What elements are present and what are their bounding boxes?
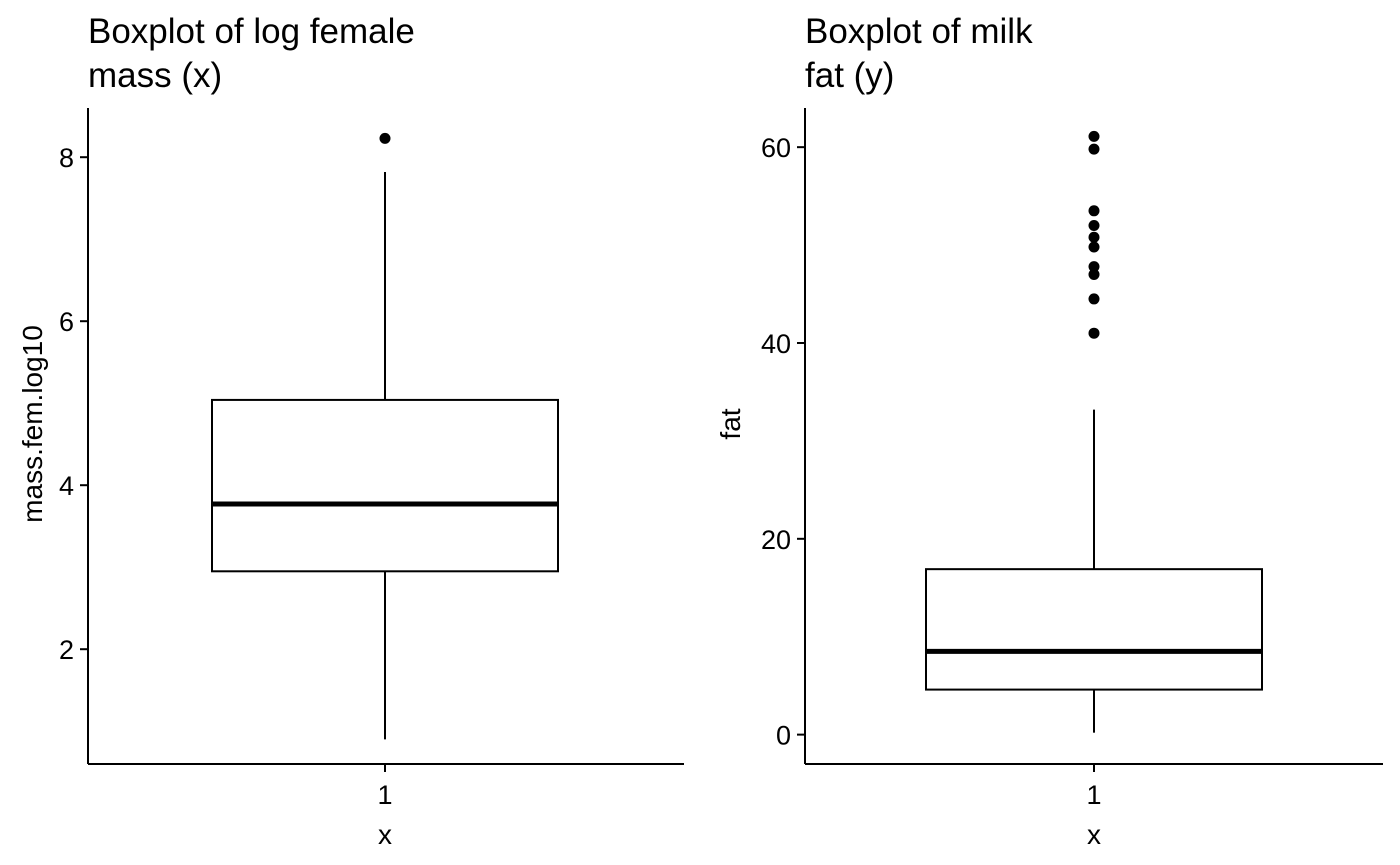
- outlier-point: [1088, 261, 1100, 273]
- outlier-point: [1088, 241, 1100, 253]
- x-axis-label: x: [1087, 819, 1101, 850]
- chart-title-line: Boxplot of log female: [88, 12, 415, 51]
- y-axis-label: mass.fem.log10: [17, 325, 48, 523]
- outlier-point: [1088, 219, 1100, 231]
- x-axis-label: x: [378, 819, 392, 850]
- chart-panel-2: Boxplot of milk fat (y) 0 20 40 60 1 x fat: [715, 12, 1383, 850]
- x-tick-label: 1: [377, 780, 392, 810]
- y-axis-label: fat: [715, 408, 746, 439]
- y-tick-label: 40: [761, 329, 791, 359]
- outlier-point: [1088, 130, 1100, 142]
- iqr-box: [925, 568, 1263, 691]
- chart-title-line: Boxplot of milk: [805, 12, 1033, 51]
- outlier-point: [1088, 268, 1100, 280]
- chart-title-line: fat (y): [805, 56, 894, 95]
- x-tick-label: 1: [1086, 780, 1101, 810]
- y-tick-label: 20: [761, 525, 791, 555]
- chart-panel-1: Boxplot of log female mass (x) 2 4 6 8 1 x mass.…: [17, 12, 684, 850]
- y-tick-label: 4: [59, 471, 74, 501]
- outlier-point: [379, 132, 391, 144]
- outlier-point: [1088, 143, 1100, 155]
- chart-title-line: mass (x): [88, 56, 222, 95]
- y-tick-label: 8: [59, 143, 74, 173]
- outlier-point: [1088, 205, 1100, 217]
- y-tick-label: 6: [59, 307, 74, 337]
- iqr-box: [211, 398, 559, 573]
- outlier-point: [1088, 293, 1100, 305]
- outlier-point: [1088, 327, 1100, 339]
- outlier-point: [1088, 231, 1100, 243]
- y-tick-label: 60: [761, 133, 791, 163]
- y-tick-label: 0: [776, 721, 791, 751]
- y-tick-label: 2: [59, 635, 74, 665]
